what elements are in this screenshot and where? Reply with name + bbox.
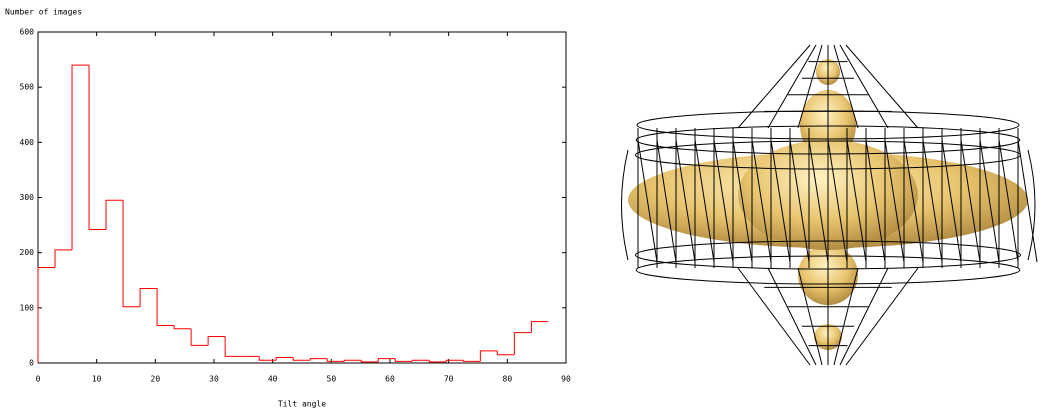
- x-tick-label: 40: [268, 375, 278, 384]
- histogram-step: [497, 351, 514, 355]
- x-tick-label: 60: [385, 375, 395, 384]
- histogram-step: [140, 289, 157, 307]
- histogram-step: [225, 337, 242, 357]
- histogram-step: [191, 329, 208, 346]
- y-axis-label: Number of images: [5, 8, 82, 17]
- x-tick-label: 50: [327, 375, 337, 384]
- histogram-step: [55, 250, 72, 268]
- y-tick-label: 200: [20, 248, 35, 257]
- x-tick-label: 10: [92, 375, 102, 384]
- histogram-step: [276, 357, 293, 360]
- x-tick-label: 0: [36, 375, 41, 384]
- histogram-step: [174, 325, 191, 328]
- histogram-step: [412, 360, 429, 361]
- histogram-step: [72, 65, 89, 250]
- histogram-step: [208, 337, 225, 346]
- figure: Number of images Tilt angle 010020030040…: [0, 0, 1058, 411]
- y-tick-label: 100: [20, 303, 35, 312]
- histogram-step: [361, 360, 378, 362]
- histogram-step: [310, 359, 327, 361]
- x-tick-label: 80: [503, 375, 513, 384]
- histogram-step: [293, 357, 310, 360]
- histogram-step: [480, 351, 497, 361]
- x-axis-label: Tilt angle: [278, 400, 326, 409]
- histogram-step: [106, 200, 123, 229]
- histogram-step: [395, 359, 412, 362]
- x-tick-label: 20: [151, 375, 161, 384]
- x-tick-label: 90: [561, 375, 571, 384]
- 3d-model: [622, 45, 1038, 365]
- histogram-step: [531, 322, 548, 333]
- histogram-step: [38, 268, 55, 363]
- y-tick-label: 0: [29, 359, 34, 368]
- y-tick-label: 400: [20, 138, 35, 147]
- histogram-step: [123, 200, 140, 306]
- histogram-step: [327, 359, 344, 362]
- plot-frame: [38, 32, 566, 363]
- histogram-step: [157, 289, 174, 326]
- histogram-step: [514, 333, 531, 355]
- histogram-step: [89, 65, 106, 229]
- histogram-step: [344, 360, 361, 361]
- x-tick-label: 70: [444, 375, 454, 384]
- y-tick-label: 500: [20, 83, 35, 92]
- histogram-step: [463, 360, 480, 361]
- y-tick-label: 300: [20, 193, 35, 202]
- x-tick-label: 30: [209, 375, 219, 384]
- y-tick-label: 600: [20, 28, 35, 37]
- wire-edge: [846, 45, 918, 128]
- histogram-step: [429, 360, 446, 362]
- histogram-step: [378, 359, 395, 362]
- histogram: Number of images Tilt angle 010020030040…: [5, 8, 571, 409]
- wire-edge: [738, 45, 810, 128]
- histogram-step: [259, 356, 276, 360]
